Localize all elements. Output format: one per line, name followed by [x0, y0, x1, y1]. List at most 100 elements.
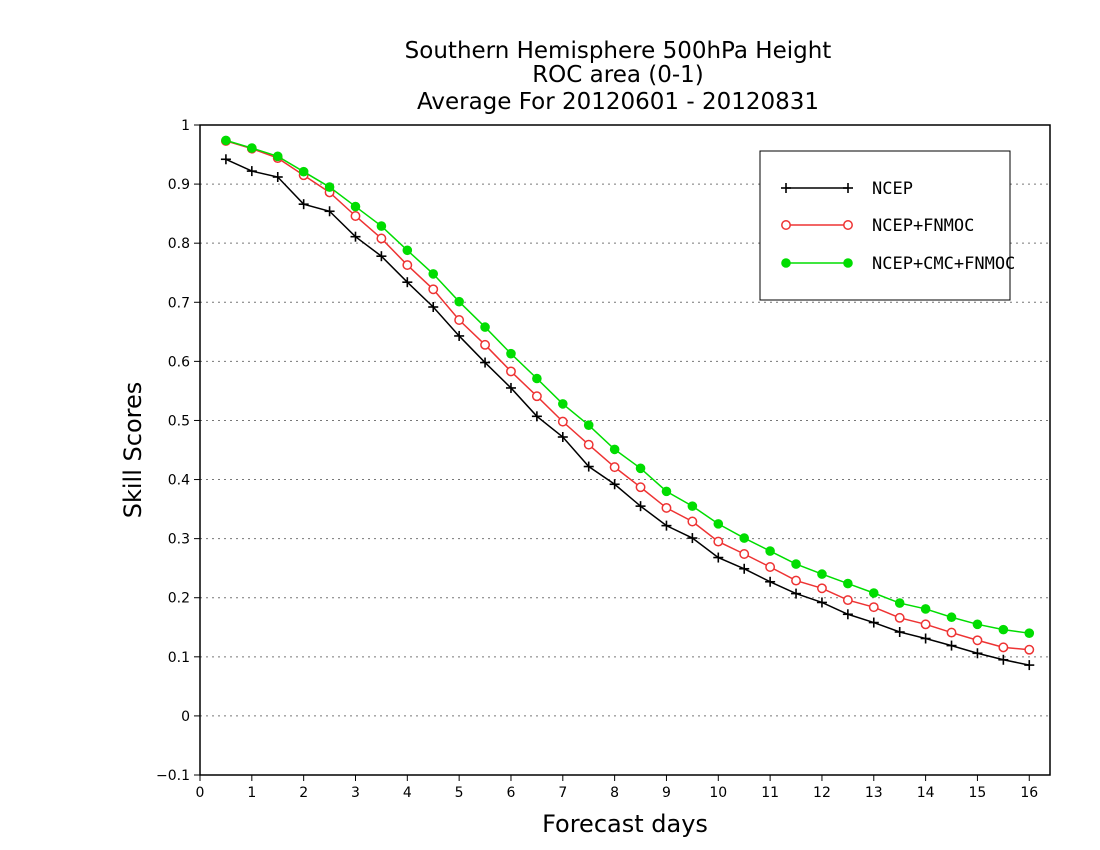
data-point-ncep-cmc-fnmoc [635, 463, 646, 474]
data-point-ncep-cmc-fnmoc [817, 569, 827, 579]
data-point-ncep-fnmoc [661, 502, 672, 513]
data-point-ncep [687, 533, 698, 544]
data-point-ncep [842, 609, 853, 620]
y-tick-label: 0.7 [168, 295, 190, 311]
data-point-ncep [246, 166, 257, 177]
data-point-ncep [480, 357, 491, 368]
data-point-ncep [739, 563, 750, 574]
data-point-ncep [298, 199, 309, 210]
data-point-ncep [972, 648, 983, 659]
data-point-ncep-cmc-fnmoc [506, 348, 516, 359]
data-point-ncep-cmc-fnmoc [972, 619, 983, 630]
x-tick-label: 0 [196, 785, 205, 801]
chart-title-line-2: ROC area (0-1) [532, 62, 704, 88]
data-point-ncep-fnmoc [817, 583, 827, 594]
y-tick-label: 0.9 [168, 177, 190, 193]
data-point-ncep-fnmoc [972, 635, 983, 646]
legend-swatch-marker [843, 220, 853, 230]
data-point-ncep [920, 633, 931, 644]
data-point-ncep [454, 330, 465, 341]
data-point-ncep [402, 277, 413, 288]
data-point-ncep [272, 172, 283, 182]
data-point-ncep [868, 617, 879, 628]
data-point-ncep-fnmoc [376, 233, 387, 244]
data-point-ncep-cmc-fnmoc [583, 420, 594, 430]
data-point-ncep-fnmoc [350, 211, 361, 221]
data-point-ncep-cmc-fnmoc [532, 373, 542, 384]
x-tick-label: 15 [969, 785, 987, 801]
y-tick-label: 0.1 [168, 650, 190, 666]
data-point-ncep-fnmoc [920, 619, 931, 630]
data-point-ncep [350, 231, 361, 242]
data-point-ncep-fnmoc [842, 595, 853, 606]
y-tick-label: 0.6 [168, 354, 190, 370]
x-tick-label: 6 [507, 785, 516, 801]
data-point-ncep-fnmoc [506, 366, 516, 377]
data-point-ncep-fnmoc [402, 260, 413, 270]
data-point-ncep [609, 479, 620, 490]
data-point-ncep-fnmoc [531, 391, 542, 402]
data-point-ncep-fnmoc [583, 439, 594, 450]
data-point-ncep [583, 461, 594, 472]
x-tick-label: 4 [403, 785, 412, 801]
y-tick-label: 0.4 [168, 473, 190, 489]
data-point-ncep [765, 576, 776, 587]
x-tick-label: 7 [558, 785, 567, 801]
legend-swatch-marker [781, 220, 791, 230]
data-point-ncep-fnmoc [480, 339, 491, 350]
data-point-ncep-cmc-fnmoc [661, 486, 672, 497]
data-point-ncep-cmc-fnmoc [894, 598, 905, 608]
data-point-ncep-cmc-fnmoc [739, 533, 750, 543]
y-tick-label: −0.1 [156, 768, 190, 784]
legend-entry-ncep-fnmoc: NCEP+FNMOC [781, 216, 974, 236]
legend-swatch-marker [781, 258, 791, 268]
data-point-ncep-cmc-fnmoc [350, 201, 361, 212]
data-point-ncep-cmc-fnmoc [480, 322, 490, 332]
series-line-ncep [225, 158, 1030, 666]
data-point-ncep-fnmoc [687, 516, 698, 527]
data-point-ncep [505, 382, 516, 393]
data-point-ncep-cmc-fnmoc [920, 604, 931, 614]
data-point-ncep [998, 654, 1009, 665]
data-point-ncep-cmc-fnmoc [324, 182, 335, 192]
legend-entry-ncep: NCEP [781, 179, 913, 199]
data-point-ncep [557, 432, 568, 442]
data-point-ncep-fnmoc [635, 482, 646, 493]
data-point-ncep-fnmoc [609, 462, 620, 473]
series-ncep-cmc-fnmoc [221, 135, 1035, 638]
data-point-ncep-fnmoc [1024, 644, 1035, 655]
data-point-ncep-cmc-fnmoc [247, 143, 257, 153]
x-axis-title: Forecast days [542, 810, 708, 838]
legend-swatch-marker [781, 183, 791, 193]
x-tick-label: 8 [610, 785, 619, 801]
x-tick-label: 9 [662, 785, 671, 801]
x-tick-label: 13 [865, 785, 883, 801]
data-point-ncep-fnmoc [557, 416, 568, 427]
data-point-ncep-cmc-fnmoc [609, 444, 620, 455]
data-point-ncep-cmc-fnmoc [868, 588, 879, 598]
data-point-ncep-fnmoc [428, 284, 439, 295]
data-point-ncep-cmc-fnmoc [998, 624, 1009, 635]
legend-swatch-marker [843, 258, 853, 268]
data-point-ncep-cmc-fnmoc [765, 546, 775, 556]
data-point-ncep [816, 597, 827, 608]
y-tick-label: 0.3 [168, 532, 190, 548]
data-point-ncep [1024, 660, 1035, 671]
legend-label: NCEP+CMC+FNMOC [872, 254, 1015, 274]
y-tick-label: 1 [181, 118, 190, 134]
y-axis-title: Skill Scores [119, 382, 147, 519]
legend: NCEP NCEP+FNMOC NCEP+CMC+FNMOC [759, 150, 1015, 301]
data-point-ncep-cmc-fnmoc [791, 559, 801, 569]
data-point-ncep [376, 251, 387, 262]
x-tick-label: 16 [1020, 785, 1038, 801]
data-point-ncep-cmc-fnmoc [454, 296, 464, 307]
series-ncep [220, 154, 1035, 671]
data-point-ncep-fnmoc [765, 562, 776, 572]
data-point-ncep [635, 501, 646, 512]
data-point-ncep-fnmoc [998, 642, 1009, 653]
axis-ticks: −0.100.10.20.30.40.50.60.70.80.910 1 2 3 4 5 6… [156, 118, 1038, 801]
x-tick-label: 3 [351, 785, 360, 801]
legend-entry-ncep-cmc-fnmoc: NCEP+CMC+FNMOC [781, 254, 1015, 274]
data-point-ncep [324, 206, 335, 217]
